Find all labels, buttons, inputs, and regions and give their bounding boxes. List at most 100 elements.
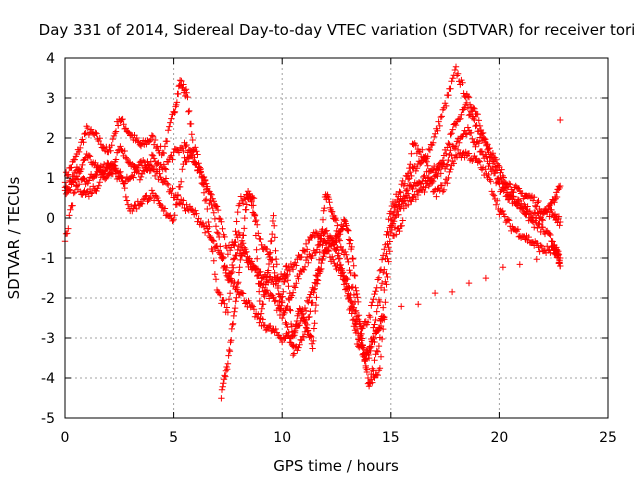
data-point-trace-3	[486, 160, 493, 167]
data-point-trace-4	[263, 245, 271, 253]
x-tick-label: 5	[169, 430, 178, 446]
data-point-trace-2	[293, 262, 300, 269]
data-point-trace-5	[353, 287, 360, 294]
data-point-trace-5	[222, 373, 229, 380]
data-point-trace-3	[162, 175, 170, 182]
data-point-trace-1	[112, 128, 120, 135]
data-point-trace-4	[355, 330, 362, 337]
data-point-trace-2	[376, 298, 384, 306]
data-point-trace-3	[163, 180, 171, 187]
data-point-trace-2	[448, 130, 455, 137]
data-point-trace-1	[449, 75, 456, 82]
data-point-trace-2	[302, 240, 310, 248]
data-point-trace-1	[188, 131, 195, 138]
data-point-trace-3	[344, 255, 351, 263]
data-point-trace-2	[148, 151, 156, 159]
data-point-trace-5	[256, 297, 263, 305]
data-point-trace-4	[557, 262, 564, 270]
data-point-trace-3	[80, 175, 87, 182]
plot-frame	[64, 57, 609, 419]
data-point-trace-4	[192, 144, 199, 151]
data-point-trace-4	[273, 274, 280, 282]
data-point-trace-4	[506, 217, 513, 224]
data-point-trace-5	[365, 351, 372, 359]
data-point-trace-3	[165, 181, 172, 189]
data-point-trace-1	[376, 267, 384, 274]
data-point-trace-4	[120, 180, 127, 187]
data-point-trace-2	[373, 308, 380, 315]
data-point-trace-5	[308, 333, 315, 341]
data-point-trace-3	[256, 319, 263, 326]
data-point-trace-5	[370, 335, 378, 343]
data-point-trace-4	[499, 207, 506, 215]
data-point-trace-4	[230, 256, 237, 263]
data-point-trace-4	[423, 158, 430, 165]
data-point-trace-3	[151, 172, 159, 180]
data-point-trace-2	[218, 218, 225, 225]
data-point-trace-3	[469, 135, 476, 143]
data-point-trace-4	[209, 248, 216, 255]
data-point-trace-5	[306, 332, 314, 339]
data-point-trace-5	[319, 226, 326, 233]
data-point-trace-1	[211, 215, 219, 223]
data-point-trace-5	[276, 311, 284, 319]
data-point-trace-4	[223, 304, 230, 311]
data-point-trace-4	[200, 189, 208, 196]
data-point-trace-3	[472, 143, 479, 150]
data-point-trace-3	[217, 251, 224, 258]
data-point-trace-2	[239, 240, 247, 247]
data-point-trace-3	[192, 207, 199, 214]
data-point-trace-1	[295, 275, 302, 282]
data-point-trace-2	[457, 115, 464, 122]
data-point-trace-3	[483, 153, 490, 160]
data-point-trace-5	[346, 240, 353, 247]
data-point-trace-5	[349, 255, 357, 263]
data-point-trace-3	[279, 338, 286, 346]
data-point-trace-3	[342, 248, 349, 256]
data-point-trace-4	[228, 278, 235, 286]
data-point-trace-1	[107, 147, 114, 154]
data-point-trace-2	[214, 206, 222, 214]
data-point-trace-2	[463, 99, 470, 107]
data-point-trace-4	[330, 256, 337, 263]
data-point-trace-1	[163, 138, 171, 145]
data-point-trace-4	[440, 186, 448, 194]
data-point-trace-3	[534, 224, 541, 232]
data-point-trace-5	[345, 227, 352, 234]
data-point-trace-4	[362, 362, 369, 370]
data-point-trace-4	[338, 270, 346, 277]
y-axis-label: SDTVAR / TECUs	[5, 176, 23, 299]
data-point-trace-5	[351, 271, 358, 279]
data-point-trace-4	[83, 189, 90, 196]
data-point-trace-2	[465, 112, 473, 119]
data-point-trace-1	[68, 164, 75, 171]
data-point-trace-5	[221, 372, 228, 379]
data-point-trace-2	[485, 145, 492, 152]
data-point-trace-4	[475, 157, 482, 165]
data-point-trace-2	[484, 141, 491, 148]
data-point-trace-1	[189, 136, 196, 144]
data-point-trace-5	[398, 303, 405, 310]
data-point-trace-3	[384, 255, 391, 262]
data-point-trace-4	[408, 150, 415, 157]
data-point-trace-2	[255, 272, 262, 279]
data-point-trace-5	[415, 301, 422, 308]
data-point-trace-5	[326, 199, 333, 206]
data-point-trace-4	[320, 253, 327, 260]
data-point-trace-5	[293, 317, 301, 325]
data-point-trace-4	[295, 344, 302, 351]
data-point-trace-2	[200, 173, 208, 181]
data-point-trace-2	[372, 316, 379, 324]
data-point-trace-4	[170, 216, 177, 223]
data-point-trace-1	[364, 319, 372, 326]
data-point-trace-4	[351, 308, 359, 316]
data-point-trace-2	[387, 215, 394, 223]
data-point-trace-2	[498, 166, 505, 173]
data-point-trace-5	[218, 386, 226, 393]
data-point-trace-4	[147, 193, 154, 201]
data-point-trace-5	[375, 324, 383, 331]
data-point-trace-4	[67, 206, 74, 213]
data-point-trace-1	[79, 136, 86, 143]
data-point-trace-5	[381, 313, 388, 321]
data-point-trace-3	[306, 294, 313, 301]
